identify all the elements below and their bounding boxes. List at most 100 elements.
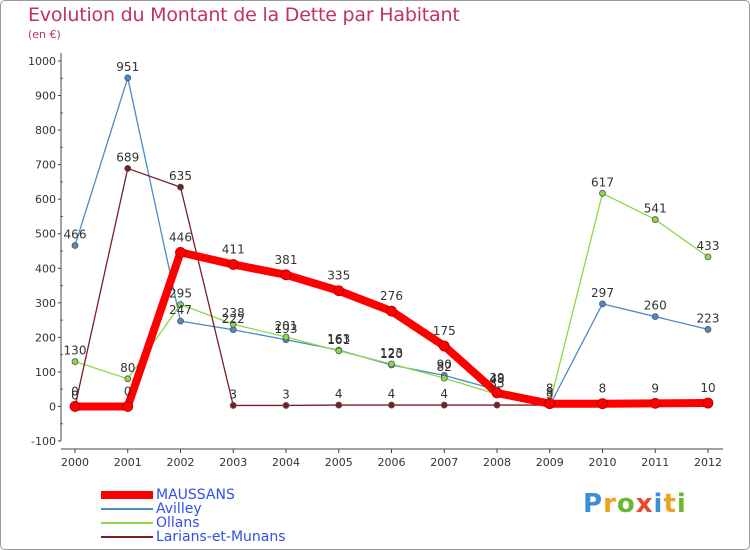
- y-tick-label: -100: [31, 435, 56, 448]
- data-label-larians-et-munans: 0: [71, 388, 79, 402]
- data-label-maussans: 0: [124, 384, 132, 398]
- data-label-larians-et-munans: 689: [116, 150, 139, 164]
- data-point-larians-et-munans: [440, 401, 448, 409]
- legend: MAUSSANS Avilley Ollans Larians-et-Munan…: [101, 488, 361, 544]
- x-tick-label: 2002: [167, 456, 195, 469]
- x-tick-label: 2003: [219, 456, 247, 469]
- data-point-avilley: [704, 326, 712, 333]
- data-label-ollans: 8: [546, 386, 554, 400]
- y-tick-label: 1000: [28, 55, 56, 68]
- data-label-larians-et-munans: 3: [229, 387, 237, 401]
- x-tick-label: 2010: [589, 456, 617, 469]
- data-point-larians-et-munans: [124, 165, 132, 172]
- data-label-maussans: 446: [169, 230, 192, 244]
- data-label-avilley: 163: [327, 332, 350, 346]
- data-label-maussans: 10: [700, 381, 715, 395]
- data-point-maussans: [175, 246, 186, 258]
- data-point-maussans: [69, 401, 81, 412]
- data-label-ollans: 130: [64, 344, 87, 358]
- data-point-ollans: [124, 375, 132, 383]
- x-tick-label: 2007: [430, 456, 458, 469]
- data-point-maussans: [333, 285, 345, 297]
- data-point-maussans: [227, 259, 239, 270]
- data-point-larians-et-munans: [493, 401, 501, 409]
- data-label-ollans: 35: [489, 376, 504, 390]
- chart-unit-label: (en €): [28, 28, 61, 41]
- data-label-avilley: 120: [380, 347, 403, 361]
- y-tick-label: 200: [35, 331, 56, 344]
- data-label-avilley: 466: [64, 227, 87, 241]
- data-label-ollans: 238: [222, 306, 245, 320]
- data-label-avilley: 222: [222, 312, 245, 326]
- data-label-maussans: 411: [222, 242, 245, 256]
- y-tick-label: 0: [49, 400, 56, 413]
- data-point-ollans: [282, 333, 290, 341]
- x-tick-label: 2011: [641, 456, 669, 469]
- data-label-larians-et-munans: 4: [440, 387, 448, 401]
- data-label-maussans: 8: [599, 382, 607, 396]
- data-point-maussans: [122, 401, 134, 412]
- value-labels: 4669512472221931631209048329726022313080…: [64, 60, 720, 403]
- legend-swatch-avilley: [101, 508, 153, 510]
- legend-label-maussans: MAUSSANS: [156, 487, 235, 503]
- data-point-ollans: [440, 374, 448, 382]
- data-point-avilley: [177, 317, 184, 325]
- data-point-ollans: [651, 216, 659, 223]
- legend-item-maussans[interactable]: MAUSSANS: [101, 488, 361, 502]
- data-point-ollans: [177, 301, 184, 308]
- data-label-maussans: 381: [275, 253, 298, 267]
- y-tick-label: 400: [35, 262, 56, 275]
- data-label-avilley: 247: [169, 303, 192, 317]
- data-point-ollans: [388, 360, 395, 368]
- data-point-maussans: [491, 387, 503, 399]
- data-point-ollans: [71, 358, 79, 365]
- data-label-larians-et-munans: 4: [335, 387, 343, 401]
- data-point-larians-et-munans: [177, 183, 184, 191]
- x-tick-label: 2005: [325, 456, 353, 469]
- data-label-larians-et-munans: 635: [169, 169, 192, 183]
- data-label-maussans: 39: [489, 371, 504, 385]
- y-tick-label: 800: [35, 124, 56, 137]
- data-label-larians-et-munans: 3: [282, 387, 290, 401]
- data-label-avilley: 193: [275, 322, 298, 336]
- legend-item-avilley[interactable]: Avilley: [101, 502, 361, 516]
- y-tick-label: 700: [35, 159, 56, 172]
- logo-letter: r: [603, 489, 617, 519]
- x-tick-label: 2006: [378, 456, 406, 469]
- data-point-larians-et-munans: [388, 401, 395, 409]
- data-label-ollans: 617: [591, 175, 614, 189]
- data-label-maussans: 276: [380, 289, 403, 303]
- legend-item-ollans[interactable]: Ollans: [101, 516, 361, 530]
- data-point-maussans: [438, 340, 450, 352]
- legend-label-ollans: Ollans: [156, 515, 200, 531]
- x-tick-label: 2001: [114, 456, 142, 469]
- series-line-maussans: [71, 248, 712, 411]
- data-label-ollans: 433: [697, 239, 720, 253]
- data-point-maussans: [544, 398, 556, 410]
- x-tick-label: 2000: [61, 456, 89, 469]
- y-tick-label: 600: [35, 193, 56, 206]
- data-label-ollans: 295: [169, 287, 192, 301]
- data-label-avilley: 297: [591, 286, 614, 300]
- data-label-ollans: 82: [437, 360, 452, 374]
- y-tick-label: 300: [35, 297, 56, 310]
- data-point-avilley: [599, 300, 606, 308]
- x-tick-label: 2008: [483, 456, 511, 469]
- data-label-ollans: 201: [275, 319, 298, 333]
- data-label-avilley: 48: [489, 372, 504, 386]
- proxiti-logo[interactable]: Proxiti: [583, 489, 687, 519]
- logo-letter: i: [653, 489, 664, 519]
- x-tick-label: 2004: [272, 456, 300, 469]
- data-label-ollans: 161: [327, 333, 350, 347]
- legend-swatch-ollans: [101, 522, 153, 524]
- data-label-maussans: 0: [71, 384, 79, 398]
- y-tick-label: 100: [35, 366, 56, 379]
- data-point-maussans: [702, 397, 714, 409]
- data-label-ollans: 123: [380, 346, 403, 360]
- data-label-maussans: 175: [433, 324, 456, 338]
- legend-label-larians-et-munans: Larians-et-Munans: [156, 529, 286, 545]
- legend-item-larians-et-munans[interactable]: Larians-et-Munans: [101, 530, 361, 544]
- data-point-larians-et-munans: [282, 402, 290, 409]
